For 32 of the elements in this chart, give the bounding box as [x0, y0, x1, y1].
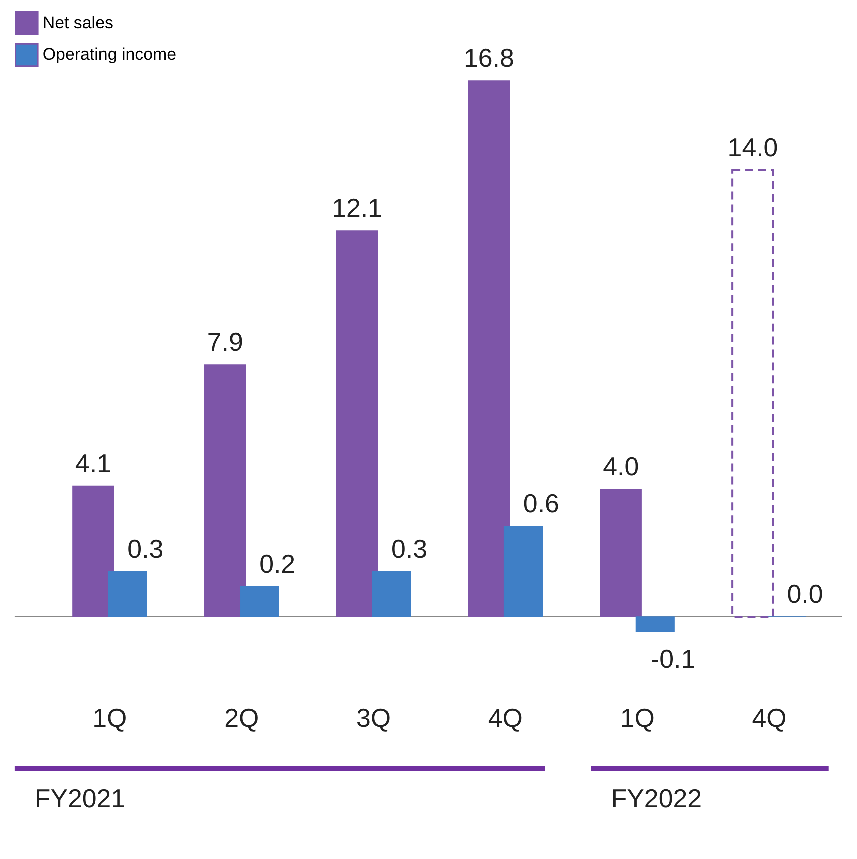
data-label: 4.1	[75, 450, 112, 478]
data-label: -0.1	[651, 646, 696, 674]
data-label: 7.9	[207, 329, 244, 358]
bar	[72, 486, 114, 618]
x-tick-label: 4Q	[752, 704, 787, 733]
x-tick-label: 1Q	[620, 704, 655, 733]
bar	[336, 230, 378, 618]
text: FY2022	[611, 786, 702, 814]
bar	[636, 616, 675, 632]
x-tick-label: 3Q	[356, 704, 392, 733]
data-label: 0.0	[787, 581, 824, 610]
data-label: 0.2	[260, 550, 296, 579]
x-tick-label: 1Q	[92, 704, 128, 733]
legend-label: Operating income	[42, 45, 177, 64]
data-label: 0.3	[392, 536, 428, 564]
data-label: 12.1	[332, 195, 382, 224]
x-tick-label: 4Q	[488, 704, 523, 733]
bar	[372, 571, 412, 618]
data-label: 4.0	[603, 453, 640, 482]
bar	[732, 169, 774, 618]
bar	[240, 586, 280, 618]
bar	[468, 80, 510, 618]
text: FY2021	[34, 786, 126, 814]
data-label: 16.8	[464, 45, 514, 74]
data-label: 0.3	[128, 536, 164, 564]
x-tick-label: 2Q	[224, 704, 260, 733]
bar	[204, 364, 246, 618]
legend-label: Net sales	[42, 13, 114, 32]
data-label: 0.6	[523, 490, 560, 519]
bar	[504, 526, 544, 618]
bar	[600, 489, 642, 618]
data-label: 14.0	[728, 134, 778, 162]
